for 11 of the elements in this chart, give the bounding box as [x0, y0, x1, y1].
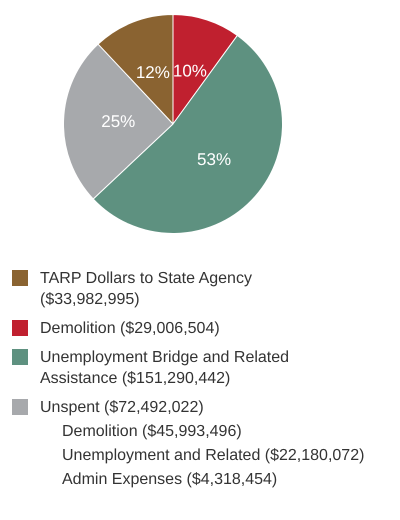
legend-label: Unemployment Bridge and Related Assistance ($151,290,442)	[40, 348, 290, 389]
text: Demolition ($45,993,496)	[61, 422, 243, 442]
data-label: 12%	[136, 62, 170, 82]
legend-label: Unspent ($72,492,022)	[40, 398, 205, 418]
text: Unemployment and Related ($22,180,072)	[61, 446, 366, 466]
data-label: 10%	[172, 62, 207, 81]
legend-label: Demolition ($29,006,504)	[40, 319, 221, 339]
data-label: 53%	[197, 150, 232, 169]
text: Admin Expenses ($4,318,454)	[61, 470, 278, 490]
legend-label: TARP Dollars to State Agency ($33,982,995)	[40, 269, 253, 310]
data-label: 25%	[101, 112, 136, 131]
